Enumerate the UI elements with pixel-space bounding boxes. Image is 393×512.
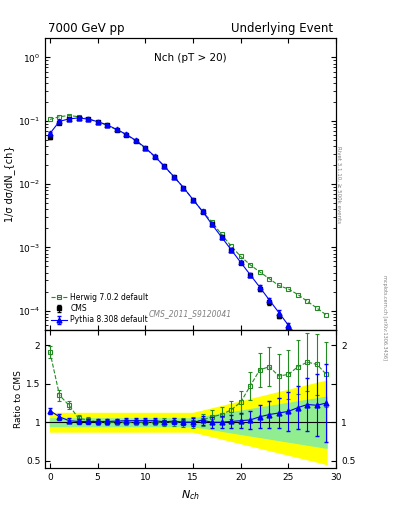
Herwig 7.0.2 default xyxy=(276,283,281,289)
Herwig 7.0.2 default xyxy=(95,119,100,125)
Legend: Herwig 7.0.2 default, CMS, Pythia 8.308 default: Herwig 7.0.2 default, CMS, Pythia 8.308 … xyxy=(49,291,150,326)
Text: Nch (pT > 20): Nch (pT > 20) xyxy=(154,53,227,63)
Herwig 7.0.2 default xyxy=(114,127,119,133)
Herwig 7.0.2 default xyxy=(76,114,81,120)
Herwig 7.0.2 default xyxy=(248,262,253,268)
Herwig 7.0.2 default xyxy=(296,291,300,297)
Herwig 7.0.2 default xyxy=(257,269,262,275)
Line: Herwig 7.0.2 default: Herwig 7.0.2 default xyxy=(48,113,329,317)
Herwig 7.0.2 default xyxy=(162,163,167,169)
Herwig 7.0.2 default xyxy=(238,253,243,260)
Herwig 7.0.2 default xyxy=(314,305,319,311)
X-axis label: $N_{ch}$: $N_{ch}$ xyxy=(181,488,200,502)
Herwig 7.0.2 default xyxy=(324,312,329,318)
Text: mcplots.cern.ch [arXiv:1306.3436]: mcplots.cern.ch [arXiv:1306.3436] xyxy=(382,275,387,360)
Y-axis label: Rivet 3.1.10, ≥ 500k events: Rivet 3.1.10, ≥ 500k events xyxy=(336,145,342,223)
Herwig 7.0.2 default xyxy=(267,275,272,282)
Herwig 7.0.2 default xyxy=(210,219,215,225)
Herwig 7.0.2 default xyxy=(67,113,72,119)
Herwig 7.0.2 default xyxy=(219,231,224,238)
Herwig 7.0.2 default xyxy=(286,286,291,292)
Y-axis label: Ratio to CMS: Ratio to CMS xyxy=(14,370,23,428)
Herwig 7.0.2 default xyxy=(191,197,195,203)
Herwig 7.0.2 default xyxy=(200,208,205,215)
Herwig 7.0.2 default xyxy=(152,154,157,160)
Herwig 7.0.2 default xyxy=(133,138,138,144)
Herwig 7.0.2 default xyxy=(124,132,129,138)
Herwig 7.0.2 default xyxy=(229,243,233,249)
Y-axis label: 1/σ dσ/dN_{ch}: 1/σ dσ/dN_{ch} xyxy=(4,146,15,222)
Text: Underlying Event: Underlying Event xyxy=(231,23,333,35)
Herwig 7.0.2 default xyxy=(172,174,176,180)
Herwig 7.0.2 default xyxy=(86,116,90,122)
Herwig 7.0.2 default xyxy=(181,184,186,190)
Text: CMS_2011_S9120041: CMS_2011_S9120041 xyxy=(149,309,232,318)
Herwig 7.0.2 default xyxy=(305,298,310,305)
Text: 7000 GeV pp: 7000 GeV pp xyxy=(48,23,125,35)
Herwig 7.0.2 default xyxy=(57,114,62,120)
Herwig 7.0.2 default xyxy=(143,145,148,151)
Herwig 7.0.2 default xyxy=(48,116,52,122)
Herwig 7.0.2 default xyxy=(105,122,110,129)
